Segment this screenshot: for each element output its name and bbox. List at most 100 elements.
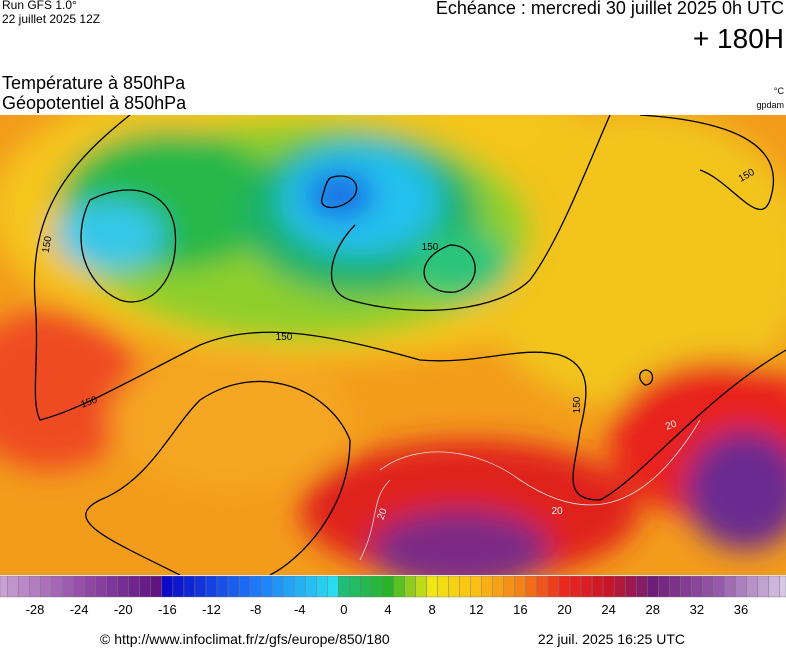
colorbar-cell bbox=[338, 575, 350, 598]
colorbar-cell bbox=[271, 575, 284, 598]
colorbar-cell bbox=[73, 575, 85, 598]
colorbar-cell bbox=[647, 575, 659, 598]
run-label: Run GFS 1.0° bbox=[2, 0, 77, 12]
colorbar-cell bbox=[18, 575, 30, 598]
colorbar-cell bbox=[238, 575, 251, 598]
map-field bbox=[0, 115, 786, 575]
colorbar-cell bbox=[349, 575, 361, 598]
colorbar-cell bbox=[680, 575, 692, 598]
colorbar-cell bbox=[305, 575, 317, 598]
unit-geopotential: gpdam bbox=[756, 100, 784, 110]
colorbar-cell bbox=[139, 575, 152, 598]
colorbar-tick-label: -28 bbox=[26, 602, 45, 617]
colorbar-cell bbox=[283, 575, 295, 598]
field-shades bbox=[0, 115, 786, 575]
colorbar-cell bbox=[779, 575, 786, 598]
colorbar-cell bbox=[161, 575, 174, 598]
geopotential-contours bbox=[33, 115, 786, 575]
colorbar-cell bbox=[437, 575, 449, 598]
isotherm-label: 20 bbox=[551, 506, 563, 517]
colorbar-cell bbox=[503, 575, 516, 598]
colorbar-cell bbox=[260, 575, 273, 598]
colorbar-cell bbox=[602, 575, 615, 598]
colorbar-cell bbox=[404, 575, 416, 598]
colorbar-cell bbox=[95, 575, 107, 598]
run-date: 22 juillet 2025 12Z bbox=[2, 12, 100, 26]
colorbar-tick-label: -4 bbox=[294, 602, 306, 617]
colorbar-tick-label: 8 bbox=[429, 602, 436, 617]
colorbar-cell bbox=[448, 575, 460, 598]
colorbar-cell bbox=[713, 575, 725, 598]
contour-label: 150 bbox=[41, 235, 55, 254]
colorbar-cell bbox=[459, 575, 471, 598]
colorbar-tick-label: 20 bbox=[557, 602, 571, 617]
unit-temperature: °C bbox=[774, 86, 785, 96]
colorbar-tick-label: 0 bbox=[340, 602, 347, 617]
colorbar-tick-label: 16 bbox=[513, 602, 527, 617]
colorbar-cell bbox=[393, 575, 405, 598]
colorbar-cell bbox=[227, 575, 240, 598]
colorbar-cell bbox=[316, 575, 328, 598]
colorbar-cell bbox=[426, 575, 438, 598]
colorbar-tick-label: 24 bbox=[601, 602, 615, 617]
colorbar-cell bbox=[0, 575, 8, 598]
colorbar-cell bbox=[183, 575, 196, 598]
colorbar-cell bbox=[205, 575, 218, 598]
colorbar-cell bbox=[514, 575, 527, 598]
colorbar-cell bbox=[724, 575, 736, 598]
isotherm-label: 20 bbox=[664, 418, 679, 432]
colorbar-cell bbox=[62, 575, 74, 598]
valid-time: Echéance : mercredi 30 juillet 2025 0h U… bbox=[436, 0, 784, 18]
colorbar-tick-label: 4 bbox=[384, 602, 391, 617]
colorbar-cell bbox=[106, 575, 118, 598]
colorbar-cell bbox=[746, 575, 758, 598]
colorbar-cell bbox=[536, 575, 549, 598]
colorbar-tick-label: 28 bbox=[646, 602, 660, 617]
colorbar-cell bbox=[569, 575, 582, 598]
colorbar-tick-label: -16 bbox=[158, 602, 177, 617]
colorbar-cell bbox=[580, 575, 593, 598]
colorbar-cell bbox=[735, 575, 747, 598]
colorbar-tick-label: -12 bbox=[202, 602, 221, 617]
colorbar-cell bbox=[470, 575, 482, 598]
colorbar-tick-label: -20 bbox=[114, 602, 133, 617]
colorbar-cell bbox=[547, 575, 560, 598]
colorbar-cell bbox=[294, 575, 306, 598]
generated-time: 22 juil. 2025 16:25 UTC bbox=[538, 631, 685, 647]
colorbar-cell bbox=[128, 575, 140, 598]
title-temperature: Température à 850hPa bbox=[2, 73, 186, 93]
colorbar-cell bbox=[360, 575, 372, 598]
colorbar-cell bbox=[249, 575, 262, 598]
source-url: © http://www.infoclimat.fr/z/gfs/europe/… bbox=[100, 631, 390, 647]
colorbar-tick-label: 32 bbox=[690, 602, 704, 617]
colorbar-cell bbox=[216, 575, 229, 598]
colorbar-cell bbox=[150, 575, 163, 598]
colorbar-cell bbox=[84, 575, 96, 598]
colorbar-cell bbox=[636, 575, 648, 598]
colorbar-cell bbox=[29, 575, 41, 598]
contour-label: 150 bbox=[572, 396, 583, 413]
colorbar-cell bbox=[7, 575, 19, 598]
colorbar-cell bbox=[172, 575, 185, 598]
colorbar-cell bbox=[371, 575, 383, 598]
colorbar-tick-label: -8 bbox=[250, 602, 262, 617]
colorbar-cell bbox=[117, 575, 129, 598]
colorbar-cell bbox=[591, 575, 604, 598]
colorbar-cell bbox=[768, 575, 780, 598]
colorbar-cell bbox=[415, 575, 427, 598]
colorbar-tick-label: 12 bbox=[469, 602, 483, 617]
isotherm-label: 20 bbox=[376, 507, 390, 522]
colorbar-cell bbox=[558, 575, 571, 598]
colorbar-cell bbox=[327, 575, 339, 598]
isotherms bbox=[359, 419, 701, 561]
colorbar-cell bbox=[194, 575, 207, 598]
contour-label: 150 bbox=[276, 332, 293, 343]
colorbar: -28 -24 -20 -16 -12 -8 -4 0 4 8 12 16 20 24 28 32 36 bbox=[0, 575, 786, 617]
colorbar-cell bbox=[691, 575, 703, 598]
colorbar-cell bbox=[525, 575, 538, 598]
lead-time: + 180H bbox=[693, 23, 784, 54]
contour-label: 150 bbox=[422, 242, 439, 253]
